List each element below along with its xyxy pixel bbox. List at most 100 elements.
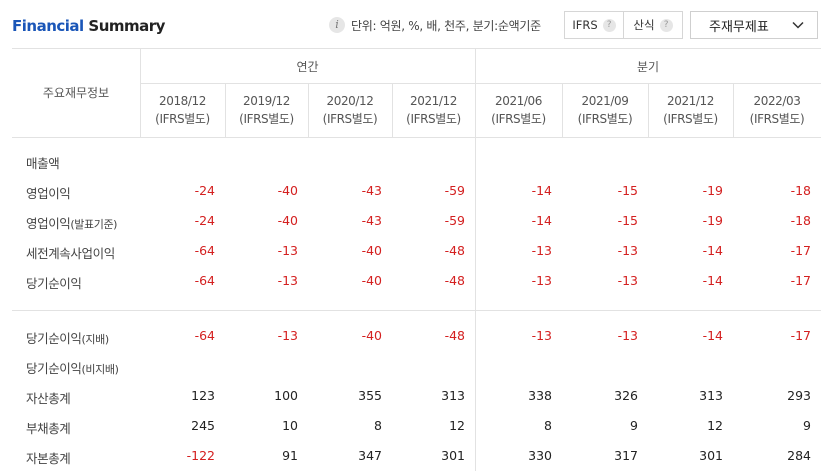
table-cell: 8 bbox=[374, 418, 382, 433]
annual-quarter-divider bbox=[475, 48, 476, 471]
statement-type-select[interactable]: 주재무제표 bbox=[690, 11, 818, 39]
row-label: 부채총계 bbox=[26, 418, 71, 437]
select-value: 주재무제표 bbox=[709, 19, 769, 35]
table-cell: 313 bbox=[699, 388, 723, 403]
period-header: 2021/09 (IFRS별도) bbox=[562, 92, 648, 128]
section-divider bbox=[12, 310, 821, 311]
row-label-main: 영업이익 bbox=[26, 216, 71, 231]
period-date: 2020/12 bbox=[326, 94, 374, 108]
table-cell: -64 bbox=[194, 328, 215, 343]
corner-divider bbox=[140, 48, 141, 137]
period-date: 2018/12 bbox=[158, 94, 207, 108]
table-cell: -13 bbox=[617, 243, 638, 258]
table-cell: 338 bbox=[528, 388, 552, 403]
table-cell: -24 bbox=[194, 213, 215, 228]
row-label-main: 매출액 bbox=[26, 156, 60, 171]
period-date: 2021/06 bbox=[494, 94, 543, 108]
table-cell: -15 bbox=[617, 183, 638, 198]
table-cell: 12 bbox=[449, 418, 465, 433]
unit-text: 단위: 억원, %, 배, 천주, 분기:순액기준 bbox=[351, 19, 541, 33]
period-header: 2021/06 (IFRS별도) bbox=[475, 92, 562, 128]
ifrs-toggle-option[interactable]: IFRS ? bbox=[565, 12, 623, 38]
period-header: 2018/12 (IFRS별도) bbox=[140, 92, 225, 128]
col-divider bbox=[562, 83, 563, 137]
period-basis: (IFRS별도) bbox=[577, 112, 633, 126]
table-cell: 12 bbox=[707, 418, 723, 433]
ifrs-label: IFRS bbox=[572, 18, 598, 32]
title-part1: Financial bbox=[12, 17, 84, 35]
col-divider bbox=[648, 83, 649, 137]
table-cell: -13 bbox=[531, 273, 552, 288]
table-cell: -40 bbox=[277, 213, 298, 228]
row-label: 자산총계 bbox=[26, 388, 71, 407]
row-label: 영업이익 bbox=[26, 183, 71, 202]
table-cell: -24 bbox=[194, 183, 215, 198]
period-basis: (IFRS별도) bbox=[406, 112, 461, 126]
period-date: 2019/12 bbox=[242, 94, 291, 108]
row-label-main: 당기순이익 bbox=[26, 276, 82, 291]
table-cell: -59 bbox=[444, 183, 465, 198]
table-cell: -40 bbox=[361, 273, 382, 288]
table-cell: 245 bbox=[191, 418, 215, 433]
table-cell: 313 bbox=[441, 388, 465, 403]
table-cell: -13 bbox=[531, 243, 552, 258]
summary-header: Financial Summary i 단위: 억원, %, 배, 천주, 분기… bbox=[0, 0, 826, 48]
table-cell: -18 bbox=[790, 213, 811, 228]
table-cell: -14 bbox=[702, 328, 723, 343]
period-header: 2019/12 (IFRS별도) bbox=[225, 92, 308, 128]
period-date: 2021/12 bbox=[409, 94, 458, 108]
table-cell: -13 bbox=[617, 328, 638, 343]
row-label: 당기순이익 bbox=[26, 273, 82, 292]
header-bottom-border bbox=[12, 137, 821, 138]
table-cell: 326 bbox=[614, 388, 638, 403]
table-cell: -19 bbox=[702, 213, 723, 228]
period-group-divider bbox=[140, 83, 821, 84]
table-cell: 301 bbox=[699, 448, 723, 463]
table-cell: -13 bbox=[617, 273, 638, 288]
table-cell: -17 bbox=[790, 328, 811, 343]
table-cell: 9 bbox=[803, 418, 811, 433]
table-cell: 100 bbox=[274, 388, 298, 403]
table-cell: -14 bbox=[531, 213, 552, 228]
period-basis: (IFRS별도) bbox=[491, 112, 546, 126]
row-label: 당기순이익(지배) bbox=[26, 328, 109, 347]
row-label-main: 당기순이익 bbox=[26, 331, 82, 346]
row-label-main: 부채총계 bbox=[26, 421, 71, 436]
period-date: 2021/09 bbox=[581, 94, 629, 108]
period-basis: (IFRS별도) bbox=[663, 112, 718, 126]
table-cell: -64 bbox=[194, 273, 215, 288]
table-top-border bbox=[12, 48, 821, 49]
period-basis: (IFRS별도) bbox=[239, 112, 294, 126]
row-label-main: 당기순이익 bbox=[26, 361, 82, 376]
table-cell: 8 bbox=[544, 418, 552, 433]
table-cell: 9 bbox=[630, 418, 638, 433]
table-cell: -64 bbox=[194, 243, 215, 258]
formula-label: 산식 bbox=[633, 18, 655, 32]
table-cell: 347 bbox=[358, 448, 382, 463]
quarter-label: 분기 bbox=[636, 60, 660, 74]
table-cell: 10 bbox=[282, 418, 298, 433]
help-icon[interactable]: ? bbox=[602, 18, 616, 32]
period-date: 2021/12 bbox=[666, 94, 715, 108]
table-cell: -48 bbox=[444, 243, 465, 258]
table-cell: -19 bbox=[702, 183, 723, 198]
page-title: Financial Summary bbox=[12, 17, 165, 35]
table-cell: -43 bbox=[361, 183, 382, 198]
formula-toggle-option[interactable]: 산식 ? bbox=[623, 12, 682, 38]
info-icon[interactable]: i bbox=[329, 17, 345, 33]
period-basis: (IFRS별도) bbox=[749, 112, 805, 126]
table-cell: -13 bbox=[277, 273, 298, 288]
row-label-main: 영업이익 bbox=[26, 186, 71, 201]
table-cell: -13 bbox=[277, 243, 298, 258]
table-cell: -48 bbox=[444, 273, 465, 288]
col-divider bbox=[225, 83, 226, 137]
period-header: 2022/03 (IFRS별도) bbox=[733, 92, 821, 128]
period-header: 2020/12 (IFRS별도) bbox=[308, 92, 392, 128]
table-cell: -43 bbox=[361, 213, 382, 228]
table-cell: 317 bbox=[614, 448, 638, 463]
row-label: 자본총계 bbox=[26, 448, 71, 467]
col-divider bbox=[392, 83, 393, 137]
help-icon[interactable]: ? bbox=[659, 18, 673, 32]
row-label: 영업이익(발표기준) bbox=[26, 213, 117, 232]
table-cell: -40 bbox=[361, 243, 382, 258]
